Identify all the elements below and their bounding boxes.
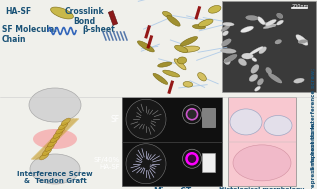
Ellipse shape [51, 7, 73, 19]
Ellipse shape [264, 115, 292, 136]
Ellipse shape [249, 74, 258, 81]
Ellipse shape [263, 24, 276, 29]
Ellipse shape [56, 127, 65, 134]
Text: SF: SF [111, 115, 120, 124]
Ellipse shape [233, 145, 291, 181]
Ellipse shape [158, 62, 172, 67]
Text: 200nm: 200nm [291, 4, 309, 9]
Ellipse shape [238, 59, 247, 66]
Text: HA-SF: HA-SF [5, 7, 31, 16]
Ellipse shape [265, 19, 276, 26]
Ellipse shape [177, 57, 187, 64]
Ellipse shape [138, 41, 154, 52]
Ellipse shape [42, 148, 52, 156]
Ellipse shape [186, 153, 197, 164]
Text: Crosslink
Bond: Crosslink Bond [64, 7, 104, 26]
Ellipse shape [257, 17, 265, 25]
Ellipse shape [257, 78, 263, 85]
Ellipse shape [179, 46, 200, 52]
Ellipse shape [58, 122, 68, 130]
Ellipse shape [249, 46, 263, 55]
Ellipse shape [276, 20, 283, 25]
Ellipse shape [163, 70, 180, 77]
Ellipse shape [266, 67, 272, 74]
Text: SF/40%
HA-SF: SF/40% HA-SF [94, 157, 120, 170]
Ellipse shape [224, 58, 230, 65]
Ellipse shape [175, 45, 188, 53]
Ellipse shape [223, 31, 229, 36]
Ellipse shape [294, 78, 304, 83]
Ellipse shape [296, 35, 308, 45]
Ellipse shape [53, 131, 62, 138]
Ellipse shape [298, 40, 307, 44]
Ellipse shape [268, 73, 282, 83]
Ellipse shape [264, 22, 275, 27]
FancyBboxPatch shape [222, 1, 316, 92]
Polygon shape [108, 11, 118, 26]
Ellipse shape [40, 153, 49, 160]
Ellipse shape [174, 59, 186, 70]
FancyBboxPatch shape [122, 97, 222, 186]
Ellipse shape [220, 49, 236, 53]
Ellipse shape [48, 140, 57, 147]
Text: Interference Screw
&  Tendon Graft: Interference Screw & Tendon Graft [17, 171, 93, 184]
Ellipse shape [61, 118, 70, 125]
Ellipse shape [255, 86, 261, 91]
Text: B represents host bone.: B represents host bone. [312, 122, 316, 189]
Ellipse shape [50, 135, 60, 143]
Ellipse shape [221, 39, 231, 46]
Ellipse shape [224, 54, 237, 63]
Ellipse shape [186, 109, 197, 120]
Ellipse shape [167, 15, 180, 26]
Ellipse shape [223, 22, 234, 26]
Ellipse shape [230, 109, 262, 135]
Ellipse shape [198, 19, 213, 27]
Text: β-sheet: β-sheet [82, 25, 115, 34]
FancyBboxPatch shape [202, 108, 215, 127]
Ellipse shape [183, 81, 193, 87]
Ellipse shape [242, 53, 253, 59]
Ellipse shape [198, 73, 206, 81]
Ellipse shape [30, 154, 80, 184]
Ellipse shape [276, 13, 283, 19]
Ellipse shape [163, 11, 172, 17]
Ellipse shape [180, 37, 197, 46]
Ellipse shape [183, 105, 202, 124]
Ellipse shape [126, 144, 166, 184]
Ellipse shape [221, 25, 230, 31]
Ellipse shape [183, 149, 202, 168]
Ellipse shape [259, 47, 267, 54]
Ellipse shape [33, 129, 77, 149]
Ellipse shape [126, 99, 166, 139]
Ellipse shape [252, 57, 257, 62]
Ellipse shape [246, 15, 258, 20]
Ellipse shape [275, 40, 281, 44]
Ellipse shape [29, 88, 81, 122]
Text: Micro-CT: Micro-CT [153, 187, 191, 189]
FancyBboxPatch shape [202, 153, 215, 172]
Ellipse shape [153, 73, 168, 84]
FancyBboxPatch shape [228, 97, 296, 186]
Ellipse shape [45, 144, 54, 151]
Ellipse shape [209, 5, 221, 13]
Ellipse shape [192, 25, 205, 29]
Text: Histological morphology: Histological morphology [219, 187, 305, 189]
Ellipse shape [251, 64, 259, 73]
Ellipse shape [241, 26, 254, 33]
Text: SF Molecular
Chain: SF Molecular Chain [2, 25, 58, 44]
Text: S represents Interference screw;: S represents Interference screw; [312, 68, 316, 170]
